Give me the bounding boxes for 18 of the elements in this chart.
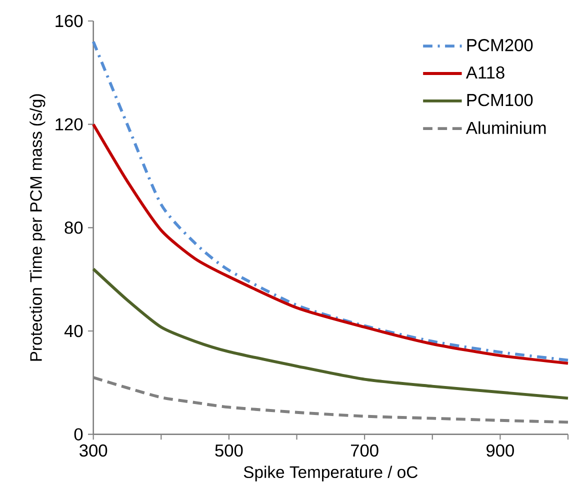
line-series bbox=[92, 40, 570, 362]
x-tick-label: 700 bbox=[351, 444, 378, 457]
x-tick-label: 900 bbox=[486, 444, 514, 457]
y-axis-title: Protection Time per PCM mass (s/g) bbox=[30, 94, 46, 361]
legend-label: Aluminium bbox=[466, 121, 546, 134]
line-series bbox=[92, 268, 570, 400]
y-tick-label: 160 bbox=[56, 14, 83, 28]
x-tick-label: 300 bbox=[80, 444, 108, 457]
line-series bbox=[92, 122, 570, 365]
legend-label: A118 bbox=[466, 66, 504, 79]
y-tick-label: 80 bbox=[64, 222, 83, 234]
x-axis-title: Spike Temperature / oC bbox=[244, 466, 418, 482]
x-tick-label: 500 bbox=[215, 444, 243, 457]
legend-label: PCM200 bbox=[467, 38, 533, 52]
legend-label: PCM100 bbox=[467, 94, 533, 106]
y-tick-label: 0 bbox=[74, 428, 83, 440]
y-tick-label: 120 bbox=[56, 118, 83, 130]
y-tick-label: 40 bbox=[64, 324, 83, 338]
